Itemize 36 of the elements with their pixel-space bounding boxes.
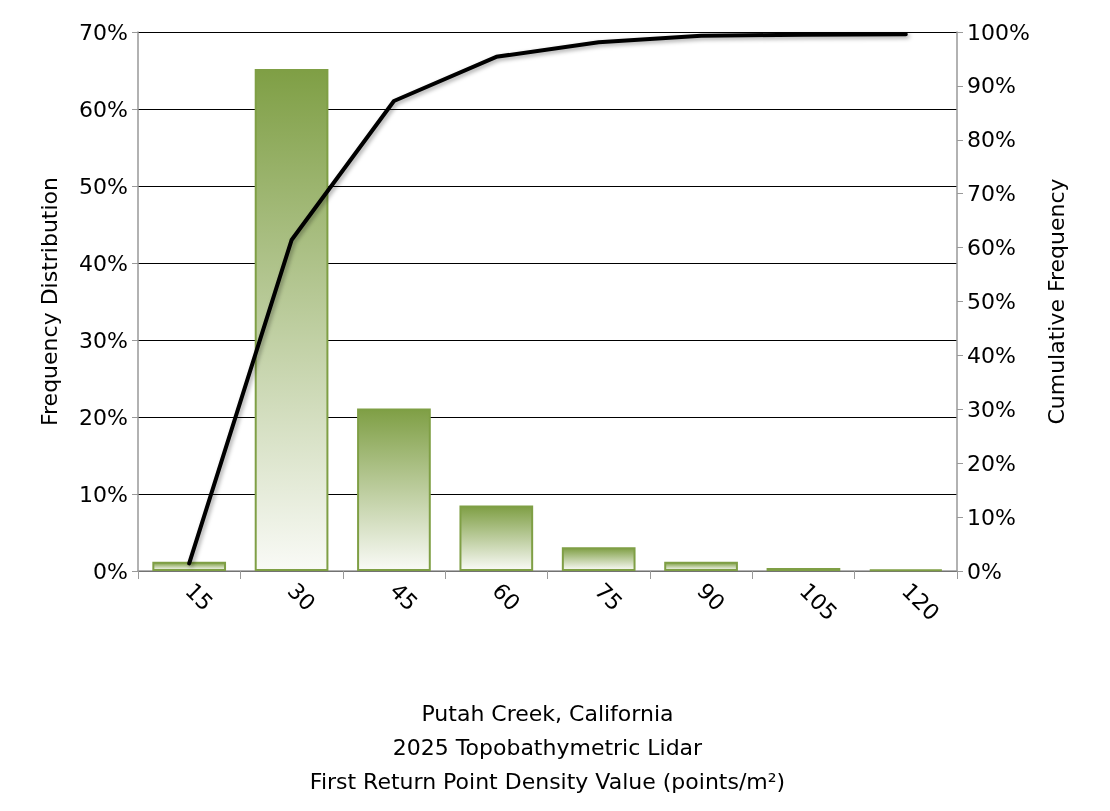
bar [459,505,534,571]
x-tick-label: 105 [794,578,842,626]
x-tick-label: 15 [180,578,218,616]
y-tick-label: 70% [79,19,128,45]
y-axis-title: Frequency Distribution [36,177,62,426]
y-tick-label: 30% [79,327,128,353]
y2-tick-label: 20% [967,450,1016,476]
y-tick-label: 10% [79,481,128,507]
y-tick-label: 20% [79,404,128,430]
bar [254,68,329,571]
y2-tick-label: 60% [967,235,1016,261]
y2-tick-label: 50% [967,289,1016,314]
y2-axis-title: Cumulative Frequency [1043,178,1069,425]
y2-tick-label: 70% [967,181,1016,207]
x-tick-label: 30 [282,578,321,616]
y2-tick-label: 100% [967,19,1030,45]
x-axis-title: Putah Creek, California 2025 Topobathymetric Lidar First Return Point Density Value (points/m²) [309,700,786,794]
x-tick-label: 90 [692,578,730,616]
y2-tick-label: 30% [967,396,1016,422]
x-tick-label: 75 [589,578,628,616]
x-tick-label: 45 [385,578,423,616]
bar [664,561,738,571]
y2-tick-label: 40% [967,342,1016,368]
bar [561,547,636,571]
y-tick-label: 50% [79,173,128,199]
x-tick-label: 60 [487,578,525,616]
x-tick-label: 120 [896,578,945,626]
y-tick-label: 40% [79,250,128,276]
y2-tick-label: 10% [967,504,1016,530]
bar [357,408,431,571]
y-tick-label: 60% [79,96,128,122]
y2-tick-label: 90% [967,73,1016,99]
bar [152,561,227,571]
y2-tick-label: 80% [967,127,1016,153]
y2-tick-label: 0% [967,558,1002,584]
y-tick-label: 0% [93,558,128,584]
